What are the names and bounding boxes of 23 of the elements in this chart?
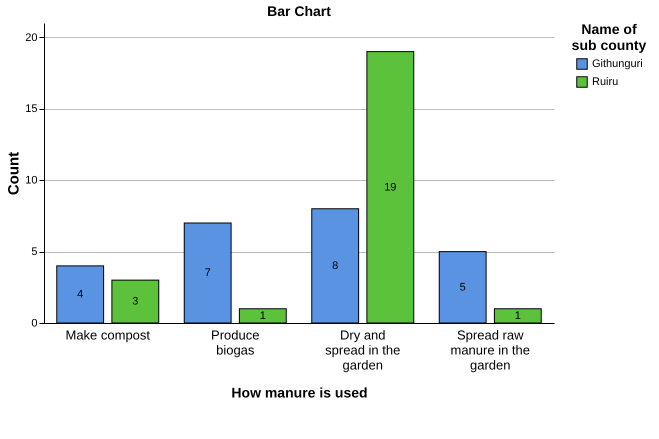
y-tick-label: 15 <box>25 103 38 116</box>
data-label: 19 <box>384 181 396 194</box>
data-label: 5 <box>460 281 466 294</box>
data-label: 8 <box>332 260 338 272</box>
y-axis-title: Count <box>5 152 22 196</box>
chart-title: Bar Chart <box>267 3 332 19</box>
x-tick-label: Make compost <box>65 328 150 342</box>
x-tick-label: Produce biogas <box>211 328 260 358</box>
legend-title: Name of sub county <box>572 21 647 53</box>
data-label: 1 <box>260 310 266 322</box>
data-label: 1 <box>514 310 521 322</box>
y-tick-label: 0 <box>31 318 38 330</box>
legend-label: Githunguri <box>592 58 643 70</box>
data-label: 3 <box>132 296 138 308</box>
x-tick-label: Dry and spread in the garden <box>325 328 400 372</box>
y-tick-label: 10 <box>25 174 38 187</box>
legend-label: Ruiru <box>592 76 618 88</box>
data-label: 4 <box>77 288 84 300</box>
x-axis-title: How manure is used <box>231 384 368 400</box>
x-tick-label: Spread raw manure in the garden <box>450 328 530 372</box>
y-tick-label: 5 <box>31 246 38 258</box>
y-tick-label: 20 <box>25 32 38 44</box>
data-label: 7 <box>204 267 211 279</box>
